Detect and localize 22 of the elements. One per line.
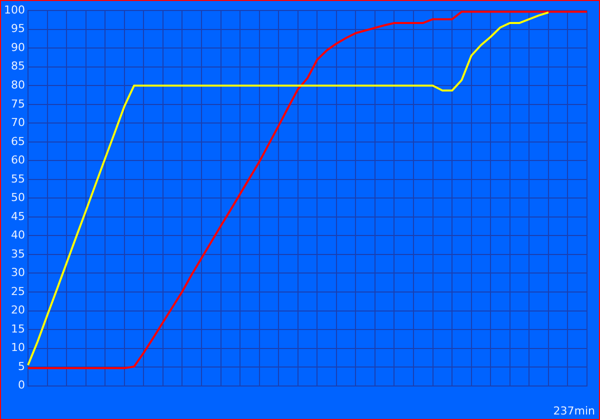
y-tick-label: 80 bbox=[10, 78, 25, 92]
y-tick-label: 0 bbox=[18, 378, 25, 392]
y-tick-label: 75 bbox=[10, 97, 25, 110]
y-tick-label: 15 bbox=[10, 322, 25, 336]
y-tick-label: 100 bbox=[4, 3, 25, 16]
y-tick-label: 45 bbox=[10, 210, 25, 223]
y-tick-label: 10 bbox=[10, 341, 25, 354]
y-tick-label: 30 bbox=[10, 266, 25, 280]
y-tick-label: 90 bbox=[10, 40, 25, 54]
text: 237min bbox=[553, 404, 596, 418]
y-tick-label: 20 bbox=[10, 304, 25, 317]
y-tick-label: 60 bbox=[10, 154, 25, 167]
y-tick-label: 50 bbox=[10, 191, 25, 204]
y-tick-label: 70 bbox=[10, 116, 25, 130]
y-tick-label: 25 bbox=[10, 284, 25, 298]
y-tick-label: 65 bbox=[10, 134, 25, 148]
y-tick-label: 55 bbox=[10, 172, 25, 186]
y-tick-label: 40 bbox=[10, 228, 25, 242]
y-tick-label: 85 bbox=[10, 60, 25, 73]
y-tick-label: 35 bbox=[10, 247, 25, 260]
y-tick-label: 5 bbox=[18, 360, 25, 373]
y-tick-label: 95 bbox=[10, 22, 25, 36]
